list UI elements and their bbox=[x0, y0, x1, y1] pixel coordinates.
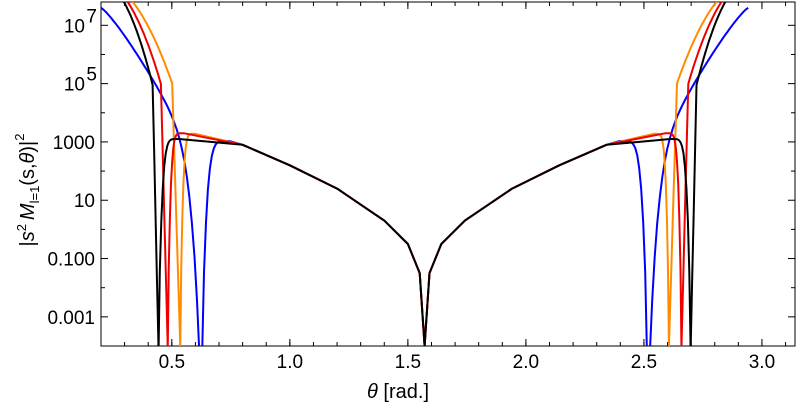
x-axis-title: θ [rad.] bbox=[367, 381, 429, 403]
x-tick-label: 0.5 bbox=[159, 352, 185, 373]
y-axis-close: | bbox=[17, 141, 39, 146]
y-tick-label: 10 bbox=[74, 191, 95, 212]
y-axis-s: s bbox=[17, 231, 39, 241]
x-tick-label: 2.0 bbox=[513, 352, 539, 373]
y-tick-exp: 7 bbox=[86, 6, 97, 27]
y-tick-label: 1000 bbox=[53, 133, 95, 154]
axis-ticks bbox=[101, 2, 795, 346]
y-tick-label: 0.100 bbox=[47, 250, 95, 271]
y-axis-theta: θ bbox=[17, 152, 39, 163]
chart-series bbox=[101, 2, 749, 346]
y-tick-base: 10 bbox=[64, 16, 85, 37]
x-axis-symbol: θ bbox=[367, 381, 378, 403]
y-axis-M: M bbox=[17, 203, 39, 220]
x-tick-label: 3.0 bbox=[749, 352, 775, 373]
y-tick-label: 0.001 bbox=[47, 308, 95, 329]
y-axis-args-open: (s, bbox=[17, 163, 39, 185]
y-axis-power: 2 bbox=[12, 133, 27, 140]
y-tick-label-pow: 10 bbox=[64, 75, 85, 96]
y-axis-title: |s2Ml=1(s,θ)|2 bbox=[12, 133, 42, 246]
x-tick-label: 1.0 bbox=[277, 352, 303, 373]
y-axis-M-sub: l=1 bbox=[27, 186, 42, 204]
series-line bbox=[131, 2, 718, 346]
y-tick-label-pow: 10 bbox=[64, 16, 85, 37]
y-axis-s-exp: 2 bbox=[14, 224, 29, 231]
plot-frame bbox=[100, 1, 796, 347]
x-tick-label: 2.5 bbox=[631, 352, 657, 373]
x-tick-label: 1.5 bbox=[395, 352, 421, 373]
x-axis-unit: [rad.] bbox=[383, 381, 429, 403]
series-line bbox=[122, 2, 727, 346]
y-axis-args-close: ) bbox=[17, 146, 39, 153]
y-tick-exp: 5 bbox=[86, 65, 97, 86]
y-axis-open: | bbox=[17, 241, 39, 246]
series-line bbox=[126, 2, 723, 346]
y-tick-base: 10 bbox=[64, 75, 85, 96]
series-line bbox=[101, 6, 749, 346]
